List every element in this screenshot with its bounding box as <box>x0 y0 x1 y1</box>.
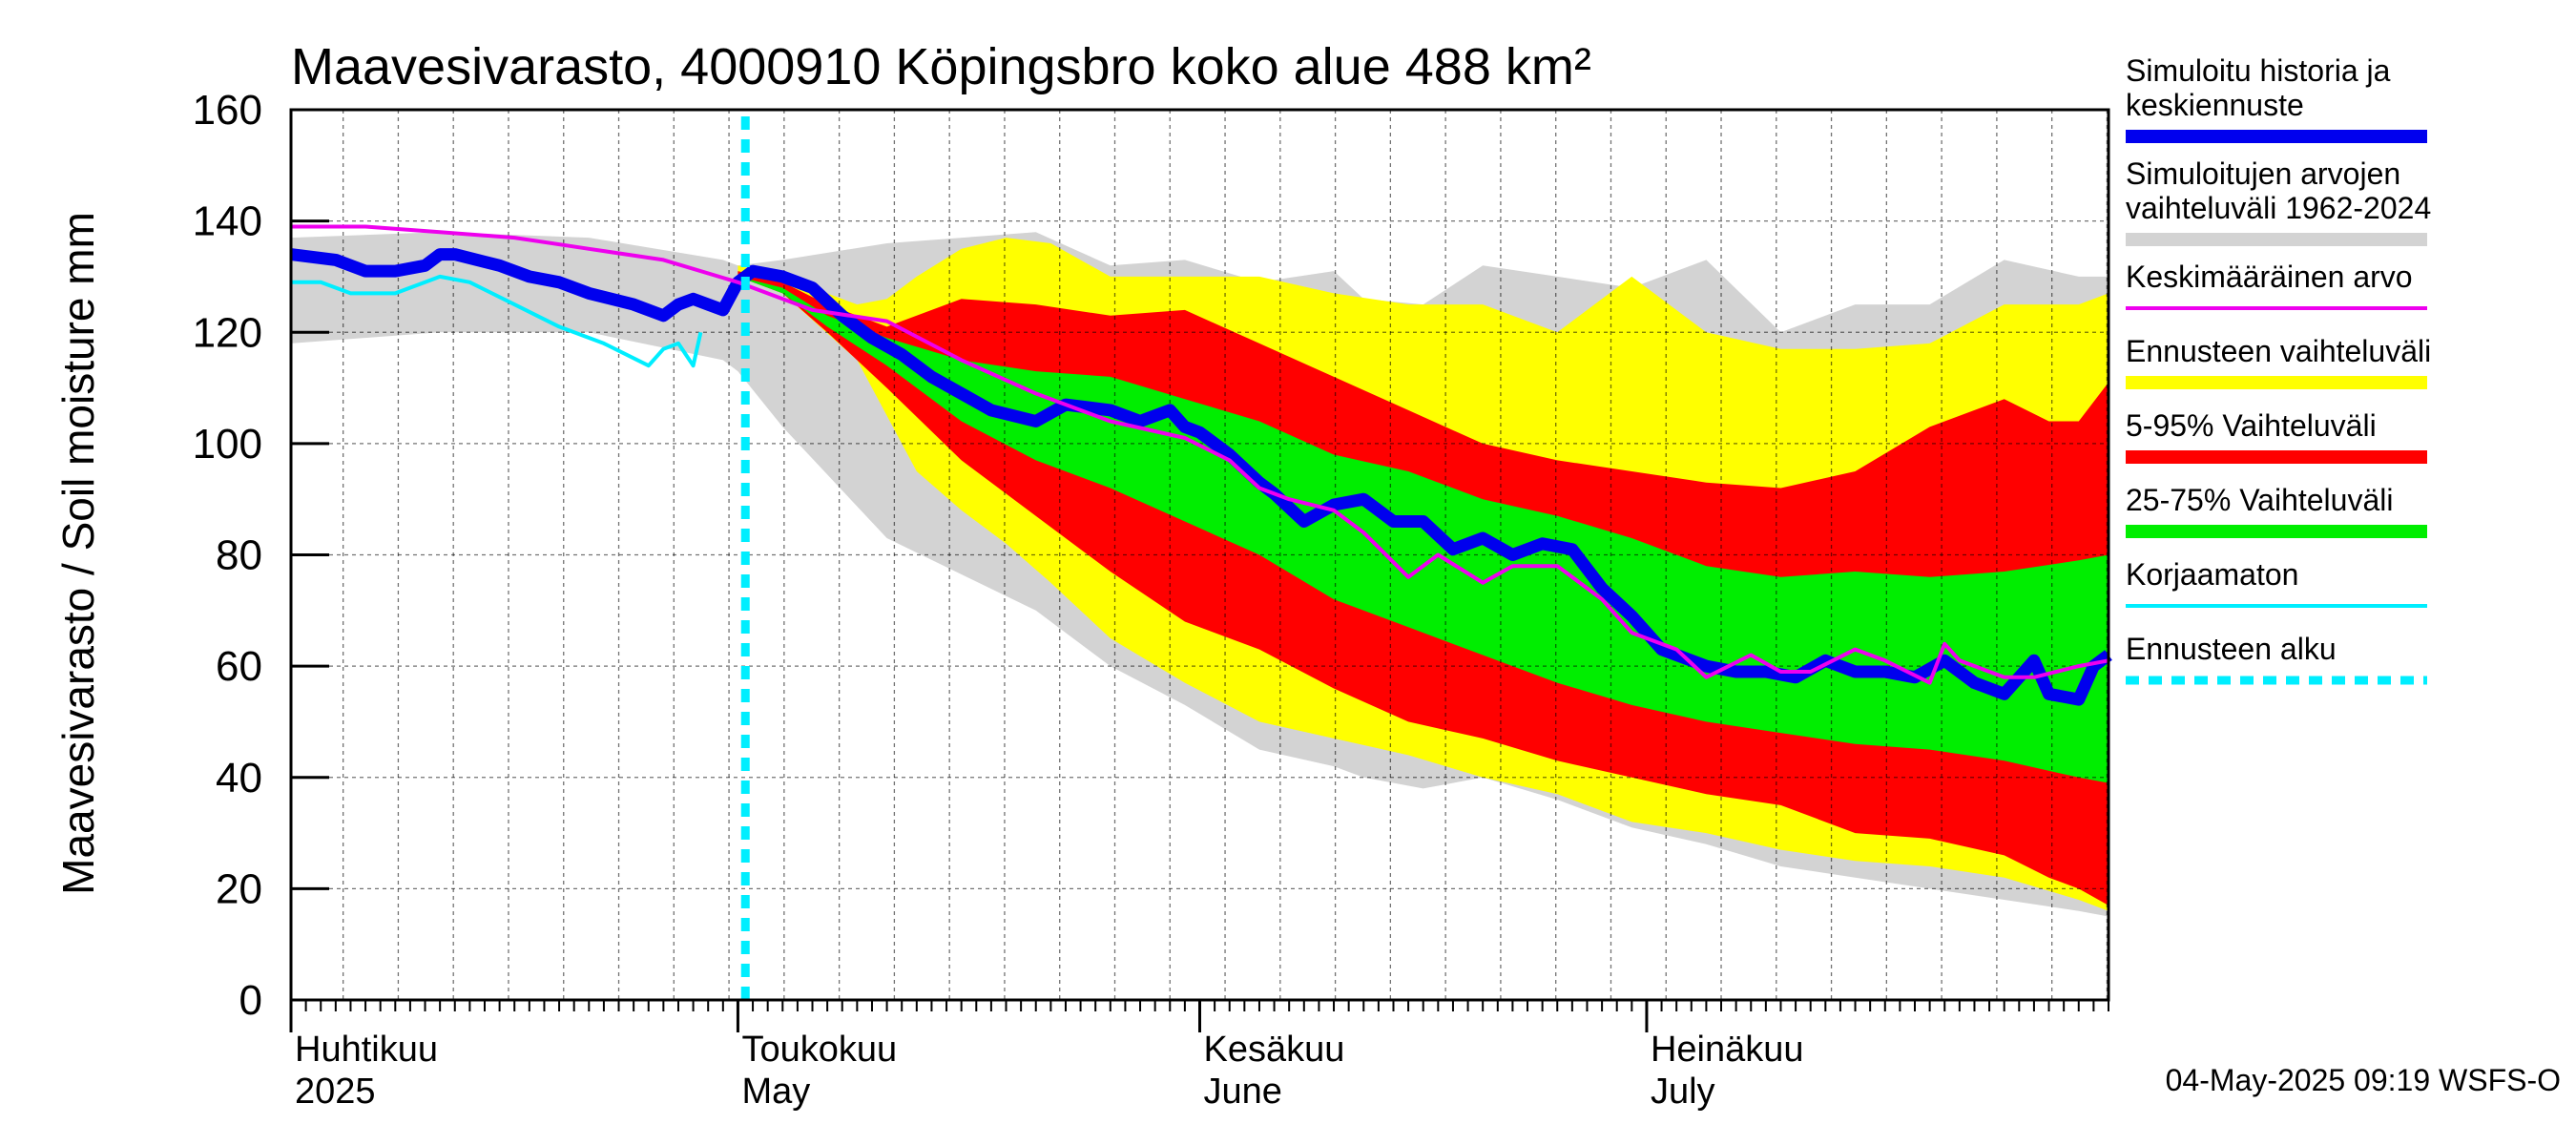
legend-label-1: Simuloitujen arvojen <box>2126 156 2400 191</box>
y-tick-label: 120 <box>193 309 262 356</box>
month-sublabel: May <box>741 1072 810 1112</box>
month-label: Kesäkuu <box>1204 1030 1345 1070</box>
legend-label-0: Simuloitu historia ja <box>2126 53 2391 88</box>
y-tick-label: 140 <box>193 198 262 245</box>
month-sublabel: June <box>1204 1072 1282 1112</box>
y-tick-label: 60 <box>216 643 262 690</box>
legend-label-3: Ennusteen vaihteluväli <box>2126 334 2431 368</box>
legend-label-4: 5-95% Vaihteluväli <box>2126 408 2377 443</box>
month-sublabel: 2025 <box>295 1072 376 1112</box>
month-label: Heinäkuu <box>1651 1030 1804 1070</box>
legend-label-0: keskiennuste <box>2126 88 2304 122</box>
y-tick-label: 20 <box>216 865 262 912</box>
legend-label-7: Ennusteen alku <box>2126 632 2337 666</box>
y-tick-label: 100 <box>193 421 262 468</box>
y-tick-label: 160 <box>193 87 262 134</box>
y-axis-label: Maavesivarasto / Soil moisture mm <box>53 212 103 895</box>
series-line-2 <box>291 274 703 368</box>
legend-label-6: Korjaamaton <box>2126 557 2298 592</box>
legend-label-5: 25-75% Vaihteluväli <box>2126 483 2393 517</box>
line-layer <box>290 116 2112 1000</box>
legend-label-2: Keskimääräinen arvo <box>2126 260 2413 294</box>
legend-label-1: vaihteluväli 1962-2024 <box>2126 191 2431 225</box>
month-label: Huhtikuu <box>295 1030 438 1070</box>
y-tick-label: 0 <box>239 977 262 1024</box>
chart-title: Maavesivarasto, 4000910 Köpingsbro koko … <box>291 38 1591 95</box>
month-sublabel: July <box>1651 1072 1715 1112</box>
month-label: Toukokuu <box>741 1030 897 1070</box>
y-tick-label: 80 <box>216 532 262 579</box>
footer-timestamp: 04-May-2025 09:19 WSFS-O <box>2166 1063 2561 1097</box>
series-line-1 <box>291 224 2109 685</box>
y-tick-label: 40 <box>216 755 262 802</box>
